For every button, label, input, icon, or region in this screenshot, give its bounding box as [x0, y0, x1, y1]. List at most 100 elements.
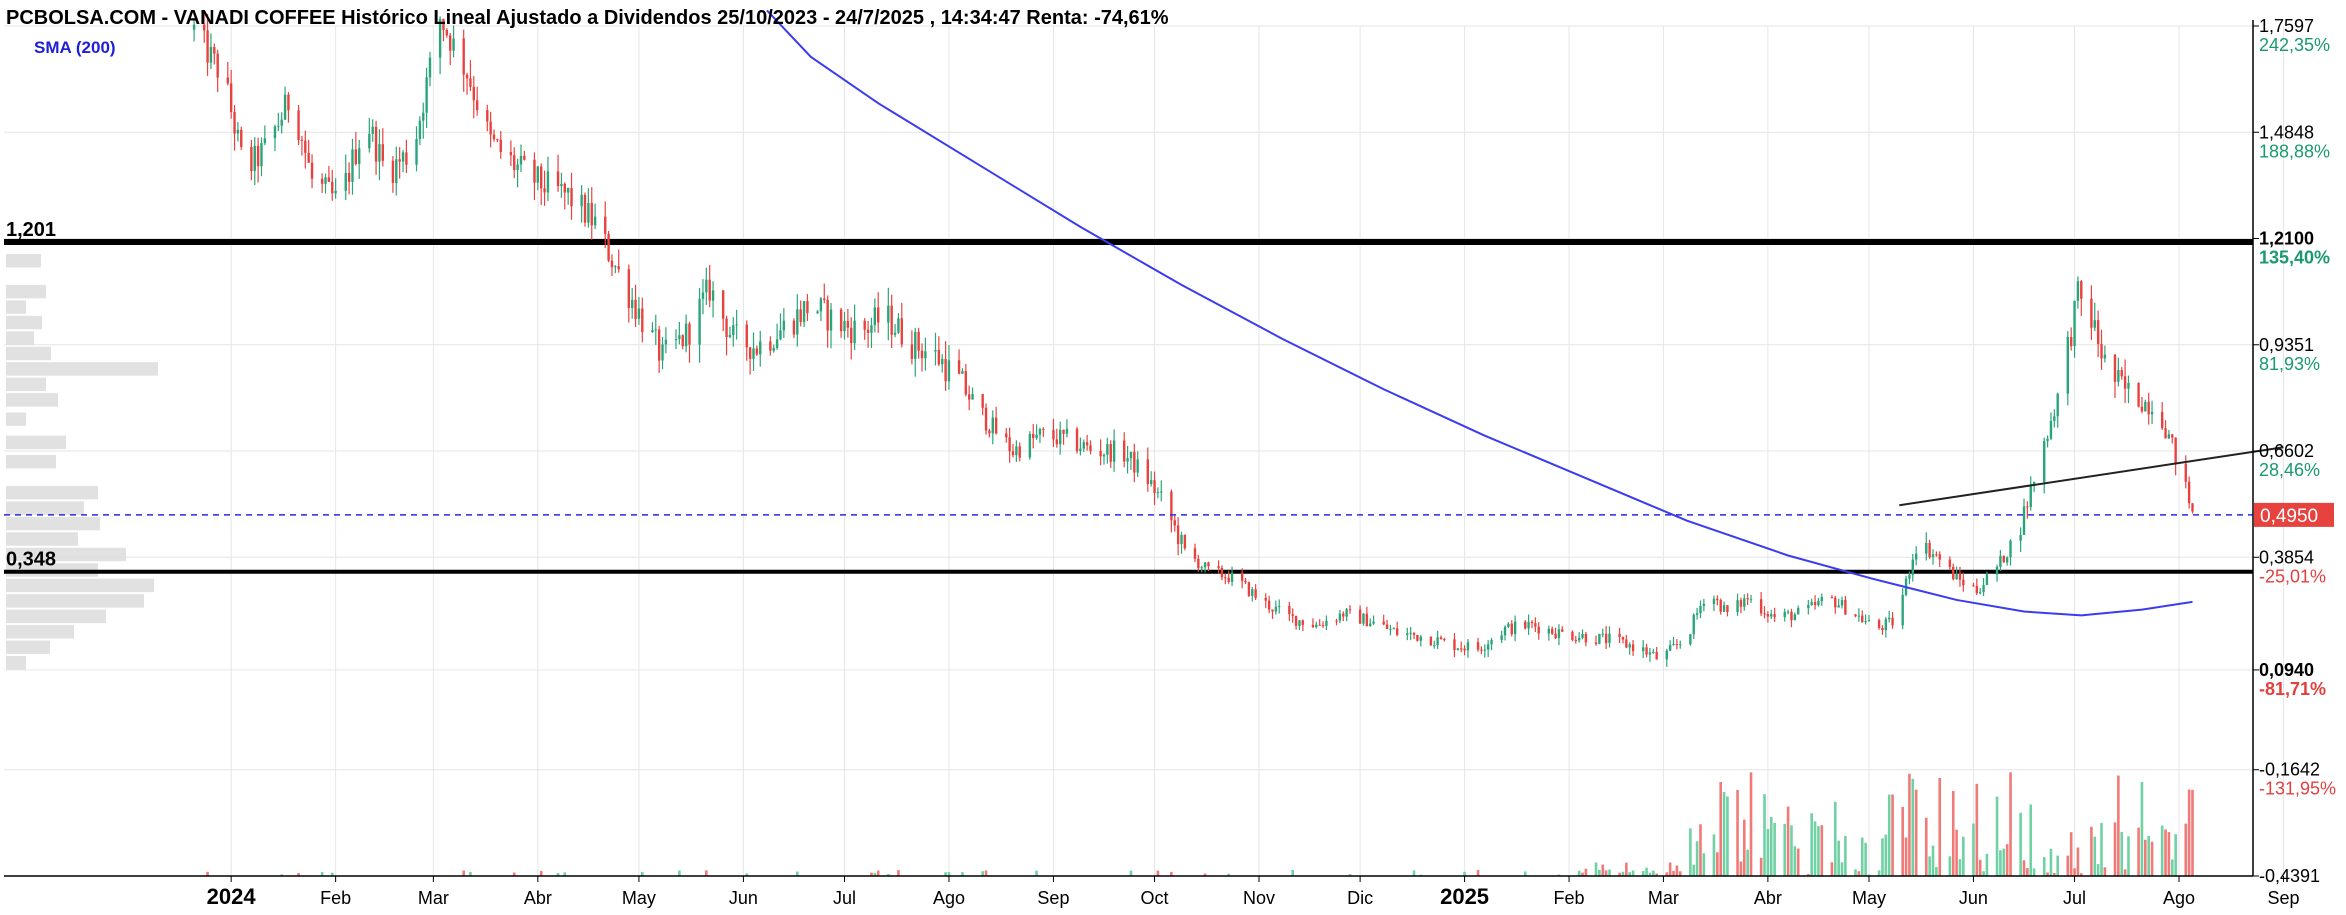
volume-bar	[2046, 872, 2049, 876]
candle-body	[1854, 614, 1857, 617]
volume-bar	[1628, 872, 1632, 876]
volume-bar	[2103, 867, 2107, 876]
candle-body	[213, 47, 216, 54]
candle-body	[2100, 343, 2103, 359]
volume-profile-bar	[6, 315, 42, 330]
volume-bar	[563, 872, 567, 876]
candle-body	[782, 320, 786, 331]
candle-body	[637, 308, 641, 319]
candle-body	[543, 188, 546, 193]
candle-body	[263, 138, 267, 144]
volume-bar	[2140, 782, 2144, 876]
candle-body	[607, 233, 610, 261]
candle-body	[1200, 567, 1203, 569]
candle-body	[752, 348, 755, 359]
candle-body	[449, 35, 452, 51]
candle-body	[1271, 609, 1274, 612]
candle-body	[681, 335, 684, 347]
volume-bar	[1817, 826, 1820, 876]
candle-body	[344, 172, 347, 191]
candle-body	[1136, 459, 1139, 473]
candle-body	[1193, 548, 1197, 559]
trendline	[1899, 446, 2284, 507]
candle-body	[1028, 433, 1032, 458]
volume-bar	[1887, 794, 1891, 876]
sma-200-line	[766, 9, 2193, 617]
candle-body	[334, 190, 337, 194]
candle-body	[1463, 648, 1466, 651]
volume-bar	[462, 870, 465, 876]
candle-body	[897, 318, 900, 333]
volume-bar	[1463, 871, 1466, 876]
volume-bar	[2019, 812, 2022, 876]
volume-bar	[1598, 869, 1601, 876]
candle-body	[1203, 562, 1207, 568]
candle-body	[816, 311, 819, 314]
volume-bar	[1854, 869, 1857, 876]
volume-bar	[2009, 772, 2012, 876]
candle-body	[351, 149, 354, 182]
candle-body	[2046, 438, 2049, 442]
candle-body	[1911, 559, 1914, 575]
candle-body	[1318, 624, 1321, 626]
candle-body	[964, 371, 968, 395]
volume-bar	[1773, 822, 1776, 876]
x-tick-label: May	[1852, 888, 1886, 908]
candle-body	[2120, 370, 2123, 377]
candle-body	[887, 305, 890, 323]
volume-bar	[1523, 871, 1527, 876]
candle-body	[253, 145, 256, 171]
candle-body	[1240, 572, 1244, 581]
volume-bar	[1833, 801, 1837, 876]
candle-body	[914, 331, 917, 359]
candle-body	[1244, 580, 1247, 583]
candle-body	[320, 178, 324, 184]
candle-body	[1362, 613, 1365, 624]
candle-body	[1406, 633, 1409, 635]
candle-body	[1365, 613, 1369, 627]
candle-body	[240, 129, 243, 147]
candle-body	[1985, 574, 1989, 586]
candle-body	[2019, 534, 2022, 541]
candle-body	[2184, 463, 2187, 482]
candle-body	[1089, 445, 1092, 451]
candle-body	[1770, 614, 1773, 617]
candle-body	[674, 339, 678, 341]
candle-body	[1699, 606, 1702, 614]
candle-body	[1581, 634, 1584, 638]
candle-body	[991, 417, 994, 434]
volume-bars	[206, 772, 2194, 876]
volume-bar	[2187, 789, 2191, 876]
candle-body	[280, 119, 283, 126]
candle-body	[533, 159, 536, 183]
candle-body	[1844, 599, 1847, 615]
volume-bar	[1672, 870, 1675, 876]
candle-body	[732, 325, 735, 335]
candle-body	[324, 177, 327, 184]
volume-profile-bar	[6, 640, 50, 655]
candle-body	[2127, 382, 2130, 389]
candle-body	[563, 183, 566, 193]
volume-bar	[320, 872, 324, 876]
volume-bar	[1594, 862, 1598, 876]
volume-bar	[1739, 861, 1743, 876]
volume-bar	[2093, 836, 2097, 876]
volume-bar	[2184, 823, 2188, 876]
candle-body	[1453, 639, 1456, 651]
candle-body	[2191, 503, 2194, 512]
volume-bar	[1577, 870, 1581, 876]
candle-body	[937, 349, 941, 365]
volume-profile-bar	[6, 547, 126, 562]
volume-bar	[1699, 824, 1702, 876]
candle-body	[1931, 554, 1935, 558]
candle-body	[590, 203, 593, 226]
candle-body	[1867, 620, 1871, 622]
candle-body	[1035, 434, 1038, 439]
candle-body	[1180, 534, 1183, 545]
volume-bar	[2120, 831, 2124, 876]
volume-bar	[1904, 837, 1908, 876]
candle-body	[1692, 614, 1695, 635]
candle-body	[796, 309, 799, 335]
candle-body	[422, 112, 425, 121]
candle-body	[1554, 633, 1557, 639]
